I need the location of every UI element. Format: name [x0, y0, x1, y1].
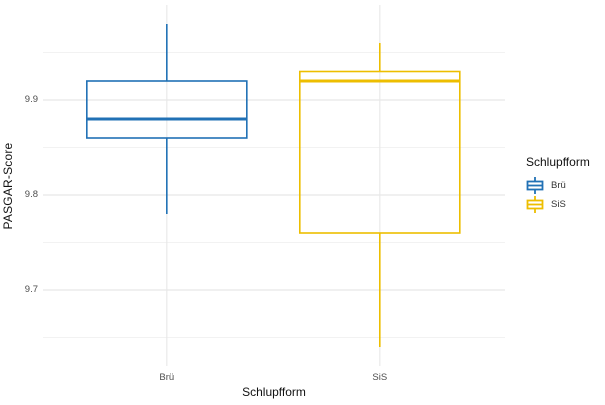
x-tick-label: SiS — [372, 372, 388, 383]
boxplot-key-icon — [526, 177, 544, 194]
box-bru — [86, 80, 248, 139]
y-axis-title: PASGAR-Score — [1, 142, 15, 230]
legend-item-sis: SiS — [526, 195, 590, 214]
legend-item-label: Brü — [551, 180, 566, 191]
y-tick-label: 9.8 — [24, 189, 38, 200]
box-sis — [298, 70, 461, 234]
x-axis-title: Schlupfform — [242, 385, 306, 399]
y-tick-label: 9.7 — [24, 284, 38, 295]
boxplot-key-icon — [526, 196, 544, 213]
y-tick-label: 9.9 — [24, 94, 38, 105]
legend-title: Schlupfform — [526, 155, 590, 169]
x-tick-label: Brü — [159, 372, 175, 383]
legend-item-bru: Brü — [526, 176, 590, 195]
legend: Schlupfform Brü SiS — [526, 155, 590, 214]
legend-item-label: SiS — [551, 199, 566, 210]
